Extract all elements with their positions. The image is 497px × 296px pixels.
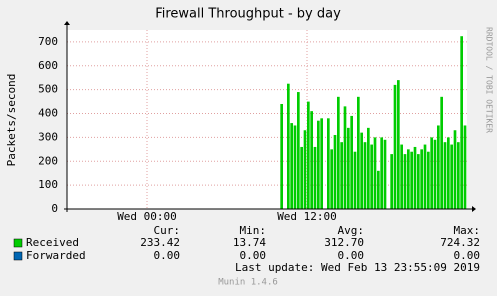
stat-value: 233.42 [140, 236, 180, 249]
stat-value: 13.74 [233, 236, 266, 249]
stat-header: Max: [454, 224, 481, 237]
bar [327, 118, 330, 209]
y-tick-label: 500 [38, 83, 58, 96]
legend-label: Forwarded [26, 249, 86, 262]
chart-title: Firewall Throughput - by day [155, 7, 341, 22]
bar [400, 144, 403, 209]
bar [310, 111, 313, 209]
bar [450, 144, 453, 209]
bar [380, 137, 383, 209]
bar [417, 154, 420, 209]
bar [303, 130, 307, 209]
legend-swatch [13, 238, 23, 248]
bar [463, 125, 467, 209]
bar [363, 142, 367, 209]
bar [420, 149, 423, 209]
stat-header: Min: [240, 224, 267, 237]
stat-value: 0.00 [454, 249, 481, 262]
bar [350, 115, 353, 209]
bar [367, 127, 370, 209]
bar [403, 154, 407, 209]
version: Munin 1.4.6 [218, 278, 278, 288]
legend-swatch [13, 251, 23, 261]
bar [340, 142, 343, 209]
bar [287, 83, 290, 209]
last-update: Last update: Wed Feb 13 23:55:09 2019 [235, 261, 480, 274]
bar [430, 137, 433, 209]
bar [357, 96, 360, 209]
y-tick-label: 200 [38, 154, 58, 167]
bar [440, 96, 443, 209]
bar [330, 149, 333, 209]
y-tick-label: 700 [38, 35, 58, 48]
bar [383, 139, 387, 209]
bar [433, 139, 437, 209]
y-tick-label: 300 [38, 130, 58, 143]
bar [333, 135, 337, 209]
bar [360, 132, 363, 209]
bar [443, 142, 447, 209]
bar [457, 142, 460, 209]
bar [320, 118, 323, 209]
y-tick-label: 600 [38, 59, 58, 72]
stat-header: Cur: [154, 224, 181, 237]
bar [343, 106, 347, 209]
bar [307, 101, 310, 209]
bar [460, 36, 463, 209]
bar [297, 92, 300, 209]
bar [390, 154, 393, 209]
stat-value: 0.00 [338, 249, 365, 262]
stat-header: Avg: [338, 224, 365, 237]
x-axis-arrow [472, 206, 476, 212]
bar [427, 151, 430, 209]
y-axis-label: Packets/second [5, 74, 18, 167]
bar [353, 151, 357, 209]
bar [377, 170, 380, 209]
bar [337, 96, 340, 209]
bar [397, 80, 400, 210]
y-tick-label: 0 [51, 202, 58, 215]
bar [317, 120, 320, 209]
y-tick-label: 100 [38, 178, 58, 191]
bar [453, 130, 457, 209]
x-tick-label: Wed 00:00 [117, 210, 177, 223]
stat-value: 0.00 [154, 249, 181, 262]
bar [423, 144, 427, 209]
bar [313, 146, 317, 209]
stat-value: 0.00 [240, 249, 267, 262]
stat-value: 724.32 [440, 236, 480, 249]
bar [437, 125, 440, 209]
bar [370, 144, 373, 209]
bar [280, 103, 283, 209]
bar [290, 123, 293, 209]
bar [393, 84, 397, 209]
bar [293, 125, 297, 209]
bar [413, 146, 417, 209]
bar [373, 137, 377, 209]
bar [407, 149, 410, 209]
legend-label: Received [26, 236, 79, 249]
bar [300, 146, 303, 209]
bar [447, 137, 450, 209]
side-text: RRDTOOL / TOBI OETIKER [485, 27, 494, 133]
stat-value: 312.70 [324, 236, 364, 249]
y-axis-arrow [64, 21, 70, 25]
y-tick-label: 400 [38, 107, 58, 120]
bar [410, 151, 413, 209]
x-tick-label: Wed 12:00 [277, 210, 337, 223]
bar [347, 127, 350, 209]
